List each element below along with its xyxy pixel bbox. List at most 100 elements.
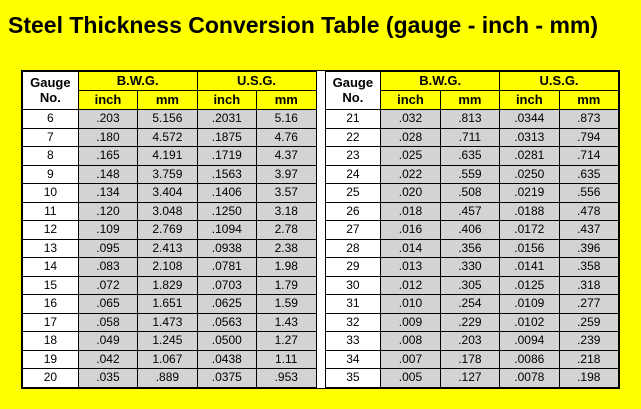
value-cell: .635 <box>558 164 620 184</box>
value-cell: .120 <box>77 201 139 221</box>
value-cell: 4.37 <box>256 146 317 166</box>
table-row: 21.032.813.0344.873 <box>324 109 620 129</box>
bwg-inch-header: inch <box>77 90 139 110</box>
value-cell: 1.11 <box>256 349 317 369</box>
value-cell: 2.78 <box>256 220 317 240</box>
value-cell: .165 <box>77 146 139 166</box>
table-row: 6.203 5.156.2031 5.16 <box>22 109 317 129</box>
value-cell: .2031 <box>196 109 258 129</box>
value-cell: 2.108 <box>137 257 198 277</box>
gauge-number-cell: 35 <box>324 368 382 388</box>
table-header: Gauge No. B.W.G. U.S.G. inch mm inch mm <box>22 71 317 110</box>
header-row-units: inch mm inch mm <box>23 90 317 110</box>
table-row: 28.014.356.0156.396 <box>324 238 620 258</box>
value-cell: .813 <box>439 109 501 129</box>
value-cell: .0156 <box>499 238 560 258</box>
gauge-number-cell: 10 <box>22 183 79 203</box>
value-cell: 3.759 <box>137 164 198 184</box>
gauge-number-cell: 25 <box>324 183 382 203</box>
table-row: 11.120 3.048.1250 3.18 <box>22 201 317 221</box>
value-cell: .259 <box>558 312 620 332</box>
gauge-no-header: Gauge No. <box>22 71 79 110</box>
value-cell: .014 <box>380 238 441 258</box>
value-cell: .134 <box>77 183 139 203</box>
table-row: 7.180 4.572.1875 4.76 <box>22 127 317 147</box>
value-cell: 1.59 <box>256 294 317 314</box>
value-cell: 5.156 <box>137 109 198 129</box>
table-row: 8.165 4.191.1719 4.37 <box>22 146 317 166</box>
value-cell: .0125 <box>499 275 560 295</box>
table-row: 14.083 2.108.0781 1.98 <box>22 257 317 277</box>
value-cell: 3.57 <box>256 183 317 203</box>
value-cell: .711 <box>439 127 501 147</box>
value-cell: .635 <box>439 146 501 166</box>
gauge-no-header: Gauge No. <box>324 71 382 110</box>
value-cell: 3.97 <box>256 164 317 184</box>
value-cell: .559 <box>439 164 501 184</box>
value-cell: .318 <box>558 275 620 295</box>
value-cell: 4.191 <box>137 146 198 166</box>
value-cell: .0078 <box>499 368 560 388</box>
bwg-header: B.W.G. <box>77 71 198 91</box>
gauge-number-cell: 21 <box>324 109 382 129</box>
value-cell: 2.38 <box>256 238 317 258</box>
gauge-header-line2: No. <box>39 89 61 105</box>
usg-header: U.S.G. <box>196 71 317 91</box>
gauge-number-cell: 33 <box>324 331 382 351</box>
gauge-number-cell: 29 <box>324 257 382 277</box>
table-row: 33.008.203.0094.239 <box>324 331 620 351</box>
value-cell: .203 <box>439 331 501 351</box>
gauge-number-cell: 15 <box>22 275 79 295</box>
value-cell: .095 <box>77 238 139 258</box>
value-cell: .028 <box>380 127 441 147</box>
gauge-number-cell: 24 <box>324 164 382 184</box>
gauge-number-cell: 17 <box>22 312 79 332</box>
value-cell: 3.18 <box>256 201 317 221</box>
value-cell: .714 <box>558 146 620 166</box>
value-cell: .013 <box>380 257 441 277</box>
value-cell: .406 <box>439 220 501 240</box>
value-cell: .0781 <box>196 257 258 277</box>
value-cell: .0281 <box>499 146 560 166</box>
table-row: 32.009.229.0102.259 <box>324 312 620 332</box>
gauge-number-cell: 32 <box>324 312 382 332</box>
bwg-mm-header: mm <box>137 90 198 110</box>
gauge-number-cell: 18 <box>22 331 79 351</box>
value-cell: 1.98 <box>256 257 317 277</box>
page: Steel Thickness Conversion Table (gauge … <box>8 12 620 389</box>
table-row: 20.035.889.0375.953 <box>22 368 317 388</box>
value-cell: .0141 <box>499 257 560 277</box>
gauge-number-cell: 34 <box>324 349 382 369</box>
value-cell: .032 <box>380 109 441 129</box>
value-cell: 2.769 <box>137 220 198 240</box>
value-cell: .127 <box>439 368 501 388</box>
gauge-number-cell: 31 <box>324 294 382 314</box>
table-row: 26.018.457.0188.478 <box>324 201 620 221</box>
table-row: 27.016.406.0172.437 <box>324 220 620 240</box>
value-cell: .396 <box>558 238 620 258</box>
value-cell: .016 <box>380 220 441 240</box>
value-cell: .049 <box>77 331 139 351</box>
value-cell: .0625 <box>196 294 258 314</box>
value-cell: .508 <box>439 183 501 203</box>
value-cell: .0109 <box>499 294 560 314</box>
value-cell: .0500 <box>196 331 258 351</box>
table-row: 31.010.254.0109.277 <box>324 294 620 314</box>
value-cell: 1.473 <box>137 312 198 332</box>
table-row: 25.020.508.0219.556 <box>324 183 620 203</box>
value-cell: .437 <box>558 220 620 240</box>
gauge-number-cell: 8 <box>22 146 79 166</box>
value-cell: .873 <box>558 109 620 129</box>
value-cell: 5.16 <box>256 109 317 129</box>
value-cell: .035 <box>77 368 139 388</box>
value-cell: .0219 <box>499 183 560 203</box>
table-row: 22.028.711.0313.794 <box>324 127 620 147</box>
value-cell: 1.829 <box>137 275 198 295</box>
usg-inch-header: inch <box>196 90 258 110</box>
value-cell: 3.048 <box>137 201 198 221</box>
value-cell: .229 <box>439 312 501 332</box>
value-cell: .008 <box>380 331 441 351</box>
value-cell: .0250 <box>499 164 560 184</box>
table-row: 29.013.330.0141.358 <box>324 257 620 277</box>
value-cell: 4.572 <box>137 127 198 147</box>
